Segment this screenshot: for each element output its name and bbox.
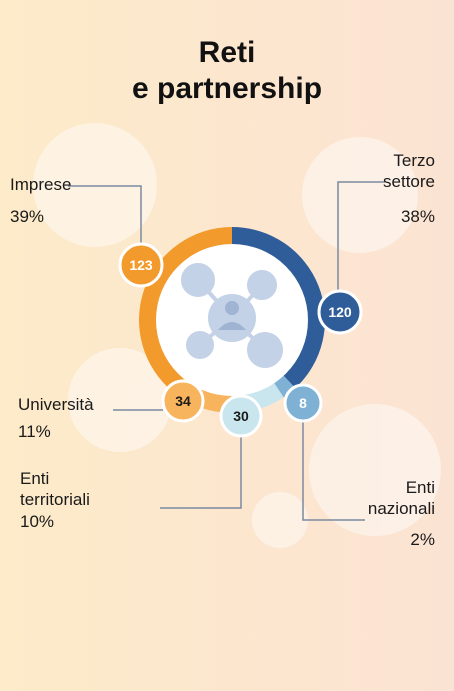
infographic: Reti e partnership 120Terzosettore38%8En… bbox=[0, 0, 454, 691]
share-label: 2% bbox=[410, 530, 435, 549]
value-label: 123 bbox=[129, 257, 153, 273]
title: e partnership bbox=[132, 72, 322, 105]
category-label: Imprese bbox=[10, 175, 71, 194]
center-illustration bbox=[156, 244, 308, 396]
value-label: 8 bbox=[299, 395, 307, 411]
value-label: 30 bbox=[233, 408, 249, 424]
share-label: 10% bbox=[20, 512, 54, 531]
value-label: 34 bbox=[175, 393, 191, 409]
share-label: 39% bbox=[10, 207, 44, 226]
share-label: 11% bbox=[18, 422, 51, 441]
share-label: 38% bbox=[401, 207, 435, 226]
category-label: Università bbox=[18, 395, 94, 414]
title: Reti bbox=[199, 36, 256, 69]
value-label: 120 bbox=[328, 304, 352, 320]
